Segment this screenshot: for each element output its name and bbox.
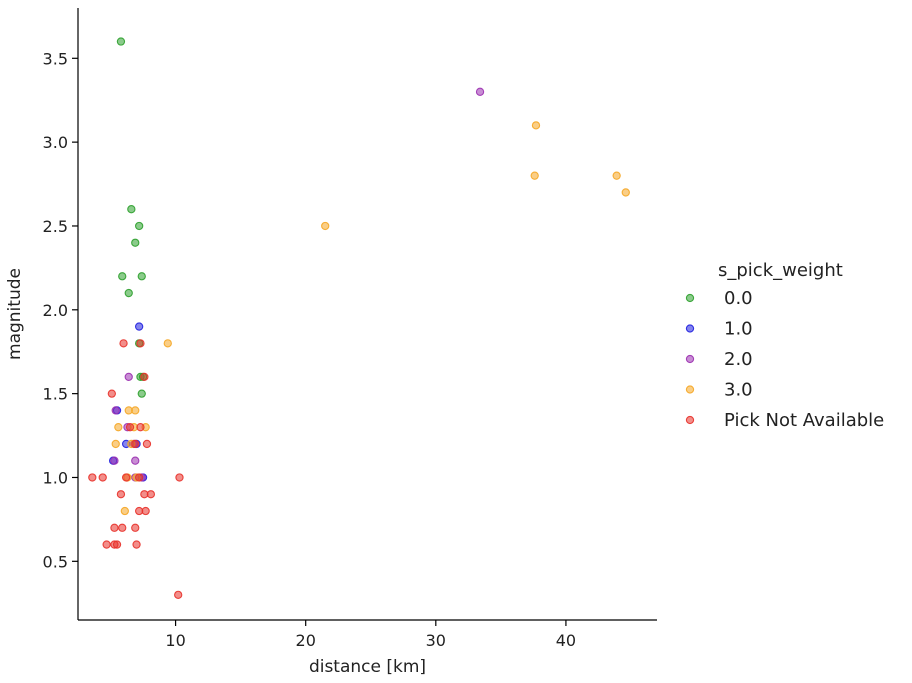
y-tick-label: 0.5 (43, 552, 68, 571)
data-point (141, 506, 150, 516)
data-point (137, 389, 146, 398)
data-point (124, 372, 133, 382)
data-point (174, 590, 183, 599)
data-point (146, 490, 156, 499)
data-point (531, 121, 541, 130)
y-ticks: 0.5 1.0 1.5 2.0 2.5 3.0 3.5 (43, 49, 78, 571)
y-tick-label: 1.5 (43, 385, 68, 404)
data-point (135, 322, 144, 331)
legend-marker (685, 293, 695, 303)
data-point (112, 540, 122, 549)
legend-entry-label: 2.0 (724, 349, 753, 370)
data-point (163, 339, 172, 348)
x-ticks: 10 20 30 40 (165, 620, 576, 650)
data-point (132, 540, 141, 549)
legend-marker (685, 385, 695, 394)
data-point (135, 221, 144, 231)
y-tick-label: 3.0 (43, 133, 68, 152)
data-point (110, 523, 119, 532)
data-point (142, 439, 152, 449)
data-point (102, 540, 111, 549)
data-point (124, 288, 133, 298)
data-point (612, 171, 621, 180)
data-point (475, 87, 485, 96)
legend-marker (685, 354, 695, 364)
data-point (131, 456, 140, 465)
legend-marker (685, 415, 695, 425)
data-point (116, 490, 126, 499)
data-point (107, 389, 116, 398)
data-point (121, 473, 131, 482)
legend: s_pick_weight 0.0 1.0 2.0 3.0 Pick Not Avail… (685, 260, 884, 431)
data-point (114, 423, 123, 432)
data-point (119, 339, 128, 348)
legend-entry-label: Pick Not Available (724, 410, 884, 431)
x-tick-label: 40 (556, 631, 576, 650)
data-point (98, 473, 107, 482)
data-point (621, 188, 630, 197)
x-tick-label: 20 (296, 631, 316, 650)
data-point (321, 221, 330, 231)
x-tick-label: 10 (165, 631, 185, 650)
data-point (131, 238, 140, 247)
data-point (120, 506, 129, 516)
data-point (136, 423, 145, 432)
data-point (140, 372, 149, 382)
y-tick-label: 1.0 (43, 468, 68, 487)
y-axis-label: magnitude (5, 268, 25, 360)
data-point (131, 439, 140, 449)
x-axis-label: distance [km] (309, 657, 426, 677)
y-tick-label: 2.0 (43, 301, 68, 320)
legend-entry-label: 3.0 (724, 380, 753, 401)
y-tick-label: 2.5 (43, 217, 68, 236)
data-point (131, 406, 140, 415)
data-point (131, 523, 140, 532)
legend-entry-label: 1.0 (724, 319, 753, 340)
data-point (530, 171, 539, 180)
data-point (118, 523, 127, 532)
data-point (137, 272, 146, 281)
legend-title: s_pick_weight (718, 260, 843, 281)
data-point (111, 406, 120, 415)
data-point (175, 473, 184, 482)
data-point (127, 205, 136, 214)
data-point (135, 473, 144, 482)
y-tick-label: 3.5 (43, 49, 68, 68)
data-point (116, 37, 126, 46)
data-point (110, 456, 119, 465)
data-point (88, 473, 97, 482)
data-point (136, 339, 145, 348)
x-tick-label: 30 (426, 631, 446, 650)
data-point (118, 272, 127, 281)
data-point (111, 439, 120, 449)
axes-layer (77, 8, 657, 621)
legend-entry-label: 0.0 (724, 288, 753, 309)
points-layer (88, 37, 630, 599)
data-point (125, 423, 135, 432)
legend-items: 0.0 1.0 2.0 3.0 Pick Not Available (685, 288, 884, 431)
legend-marker (685, 324, 695, 333)
